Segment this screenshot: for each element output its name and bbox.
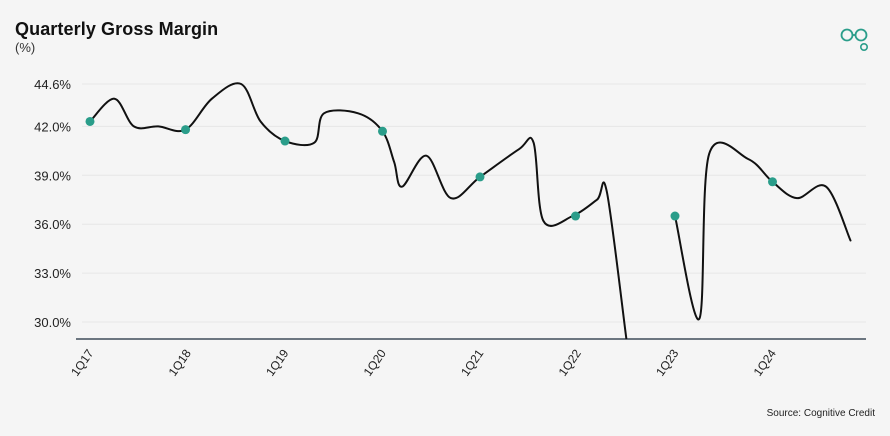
grid-lines	[82, 83, 866, 323]
series-line-1	[89, 82, 628, 340]
data-point	[85, 116, 95, 126]
series-lines	[89, 82, 852, 340]
data-point	[571, 211, 581, 221]
x-tick-label: 1Q23	[653, 346, 681, 378]
chart-title: Quarterly Gross Margin	[15, 19, 219, 39]
data-markers	[85, 116, 777, 221]
data-point	[768, 177, 777, 187]
data-point	[378, 126, 387, 136]
x-tick-label: 1Q19	[263, 346, 291, 378]
x-tick-label: 1Q21	[458, 346, 486, 378]
linked-circles-icon	[840, 28, 870, 59]
y-tick-label: 44.6%	[34, 77, 71, 92]
y-tick-label: 36.0%	[34, 217, 71, 232]
x-axis-ticks: 1Q17 1Q18 1Q19 1Q20 1Q21 1Q22 1Q23 1Q24	[68, 346, 779, 378]
x-tick-label: 1Q20	[361, 346, 389, 378]
data-point	[280, 136, 290, 146]
x-tick-label: 1Q18	[166, 346, 194, 378]
y-axis-ticks: 30.0% 33.0% 36.0% 39.0% 42.0% 44.6%	[34, 77, 71, 330]
source-note: Source: Cognitive Credit	[766, 408, 875, 419]
series-line-2	[674, 141, 852, 321]
y-tick-label: 30.0%	[34, 315, 71, 330]
chart-unit-label: (%)	[15, 40, 36, 55]
x-tick-label: 1Q22	[556, 346, 584, 378]
y-tick-label: 33.0%	[34, 266, 71, 281]
y-tick-label: 42.0%	[34, 119, 71, 134]
x-tick-label: 1Q24	[751, 346, 779, 378]
data-point	[670, 211, 680, 221]
y-tick-label: 39.0%	[34, 168, 71, 183]
x-tick-label: 1Q17	[68, 346, 96, 378]
data-point	[475, 172, 485, 182]
data-point	[181, 125, 191, 135]
